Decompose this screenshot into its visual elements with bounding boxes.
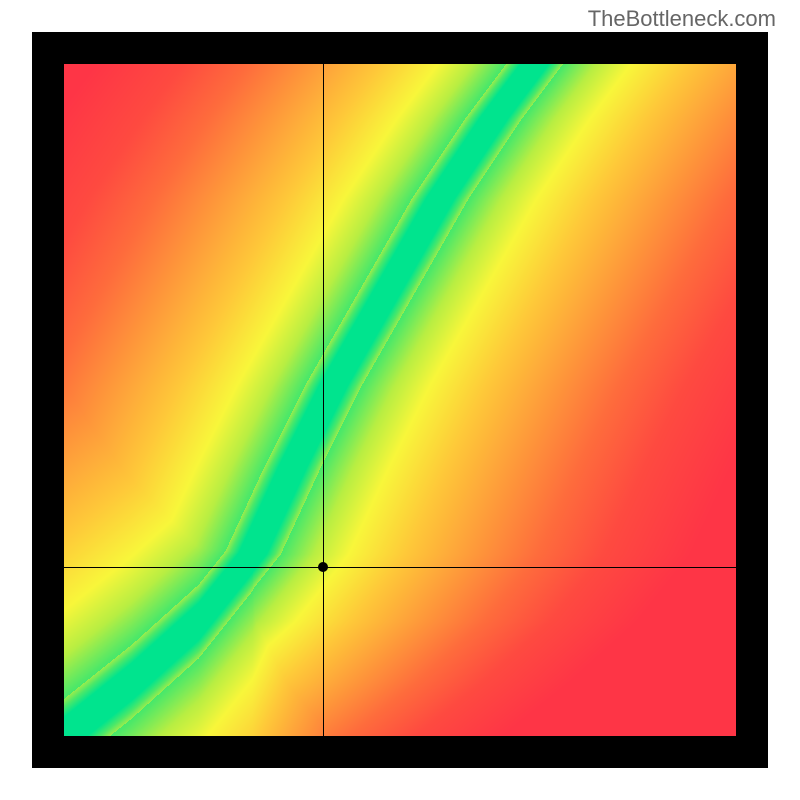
crosshair-marker	[318, 562, 328, 572]
watermark-text: TheBottleneck.com	[588, 6, 776, 32]
crosshair-horizontal	[32, 567, 768, 568]
chart-container: TheBottleneck.com	[0, 0, 800, 800]
crosshair-vertical	[323, 32, 324, 768]
heatmap-canvas	[32, 32, 768, 768]
heatmap-frame	[32, 32, 768, 768]
